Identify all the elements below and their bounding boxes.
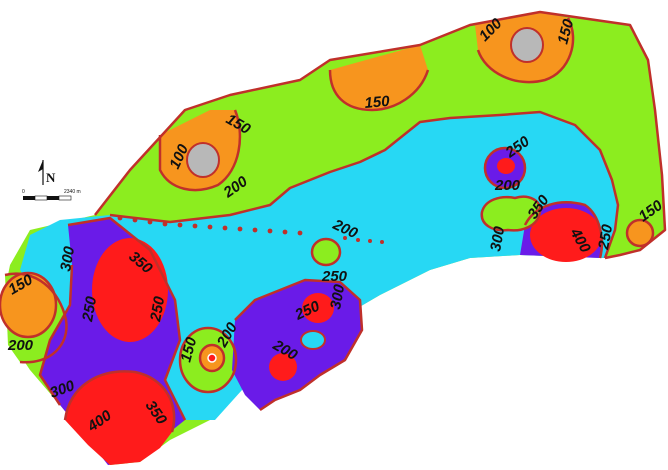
zone-over-350-southwest (65, 371, 175, 465)
zone-under-100-north-east (510, 27, 544, 63)
contour-lines (0, 10, 667, 433)
contour-label: 200 (494, 177, 521, 194)
zone-150-200-mid-bubble (312, 239, 340, 265)
contour-label: 250 (595, 222, 616, 251)
scale-end-label: 2340 m (64, 189, 81, 195)
scale-bar: 0 2340 m (22, 189, 81, 201)
north-arrow-icon: N (38, 160, 56, 185)
zone-over-350-bubble-dot (207, 353, 217, 363)
contour-label: 200 (7, 337, 34, 354)
contour-label: 150 (177, 335, 200, 364)
zone-over-350-center-n (302, 293, 334, 323)
zone-over-350-center-s (269, 353, 297, 381)
contour-label: 250 (321, 268, 348, 285)
north-label: N (46, 170, 56, 185)
zone-250-300-center-hole (300, 330, 326, 350)
zone-100-150-north-center (330, 45, 428, 110)
contour-label: 300 (487, 224, 508, 252)
contour-label: 150 (554, 17, 577, 46)
zone-over-350-west (92, 238, 168, 342)
contour-label: 300 (57, 244, 78, 272)
contour-label: 250 (79, 294, 100, 323)
dotted-boundary (117, 215, 384, 244)
scale-start-label: 0 (22, 189, 25, 195)
contour-label: 250 (147, 294, 168, 323)
zone-over-350-east (530, 208, 602, 262)
contour-label: 150 (364, 93, 391, 112)
contour-label: 300 (327, 282, 348, 310)
zone-over-350-east-n (497, 158, 515, 174)
zone-100-150-left (0, 273, 56, 337)
zone-100-150-east-edge (627, 220, 653, 246)
zone-under-100-north-west (186, 142, 220, 178)
